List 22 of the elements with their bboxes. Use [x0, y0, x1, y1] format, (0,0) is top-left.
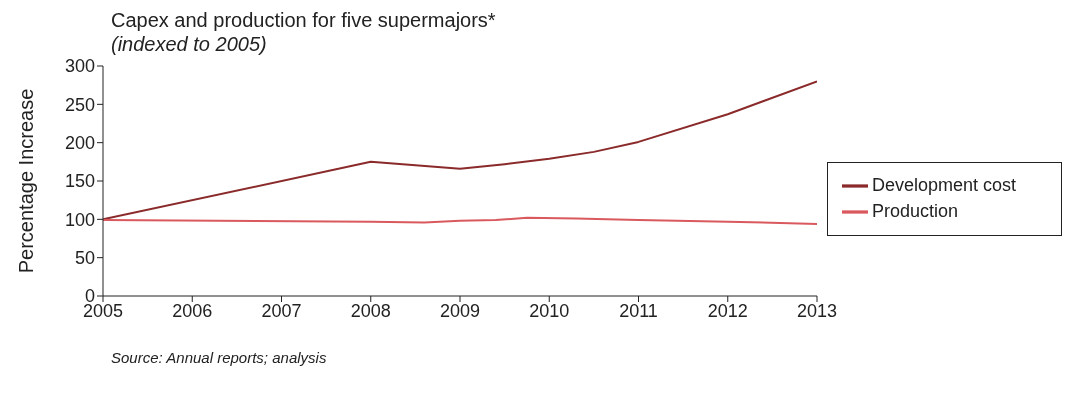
x-tick-label: 2008 [350, 300, 391, 321]
x-tick-label: 2007 [261, 300, 302, 321]
legend-label: Production [872, 200, 959, 221]
x-tick-label: 2010 [529, 300, 570, 321]
x-tick-label: 2009 [439, 300, 481, 321]
y-tick-label: 50 [74, 248, 95, 269]
x-tick-label: 2012 [707, 300, 748, 321]
y-tick-label: 250 [64, 94, 95, 115]
x-tick-label: 2006 [172, 300, 213, 321]
chart-subtitle: (indexed to 2005) [111, 32, 268, 56]
x-tick-label: 2011 [619, 300, 658, 321]
line-series [103, 80, 817, 221]
y-tick-label: 150 [64, 171, 95, 192]
y-tick-label: 200 [64, 133, 95, 154]
y-tick-label: 300 [64, 56, 95, 77]
line-series [103, 216, 817, 225]
y-axis-title: Percentage Increase [15, 88, 38, 274]
x-tick-label: 2013 [796, 300, 838, 321]
chart-title: Capex and production for five supermajors* [111, 8, 497, 32]
legend-label: Development cost [872, 174, 1017, 195]
y-tick-label: 100 [64, 209, 95, 230]
source-note: Source: Annual reports; analysis [111, 349, 328, 366]
